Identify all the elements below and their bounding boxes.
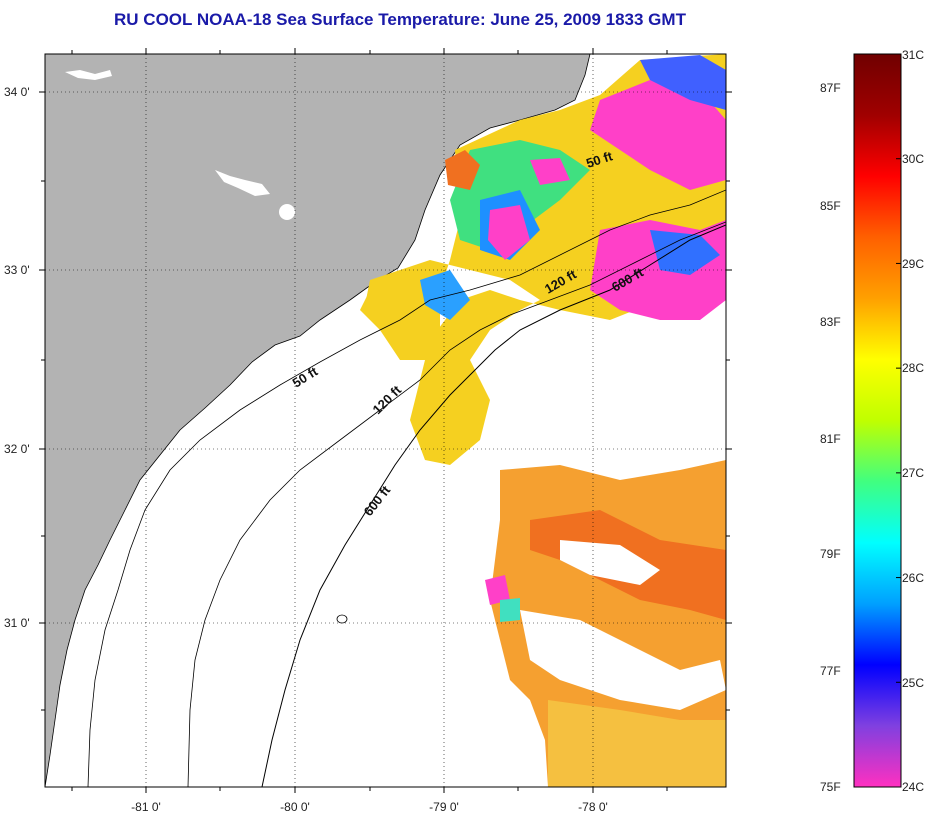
graticule (45, 54, 726, 787)
land-mass (45, 54, 590, 787)
fahrenheit-label: 87F (820, 81, 841, 95)
celsius-label: 27C (902, 466, 924, 480)
fahrenheit-label: 75F (820, 780, 841, 794)
fahrenheit-label: 81F (820, 432, 841, 446)
isobath-120ft (187, 221, 726, 787)
lon-label: -81 0' (131, 800, 161, 814)
celsius-label: 31C (902, 48, 924, 62)
fahrenheit-label: 83F (820, 315, 841, 329)
lat-label: 31 0' (4, 616, 30, 630)
lat-label: 34 0' (4, 85, 30, 99)
colorbar-scale (853, 53, 902, 788)
celsius-label: 30C (902, 152, 924, 166)
colorbar: 87F 85F 83F 81F 79F 77F 75F 31C 30C 29C … (820, 48, 924, 794)
fahrenheit-label: 77F (820, 664, 841, 678)
map-title: RU COOL NOAA-18 Sea Surface Temperature:… (114, 10, 686, 29)
celsius-label: 24C (902, 780, 924, 794)
sst-data-layer (360, 54, 726, 787)
fahrenheit-label: 85F (820, 199, 841, 213)
fahrenheit-label: 79F (820, 547, 841, 561)
inland-lake (65, 70, 112, 80)
map-frame (44, 53, 727, 788)
lon-label: -80 0' (280, 800, 310, 814)
isobath-600ft (261, 224, 726, 787)
isobath-50ft (87, 189, 726, 787)
celsius-label: 26C (902, 571, 924, 585)
sst-map: 34 0' 33 0' 32 0' 31 0' -81 0' -80 0' -7… (4, 48, 732, 814)
lon-label: -79 0' (429, 800, 459, 814)
inland-lake (215, 170, 270, 196)
lon-label: -78 0' (578, 800, 608, 814)
lat-label: 33 0' (4, 263, 30, 277)
lat-label: 32 0' (4, 442, 30, 456)
coastline (45, 54, 591, 787)
celsius-label: 25C (902, 676, 924, 690)
celsius-label: 29C (902, 257, 924, 271)
celsius-label: 28C (902, 361, 924, 375)
colorbar-ticks (896, 53, 901, 788)
inland-lake (279, 204, 295, 220)
axis-ticks (39, 48, 732, 793)
